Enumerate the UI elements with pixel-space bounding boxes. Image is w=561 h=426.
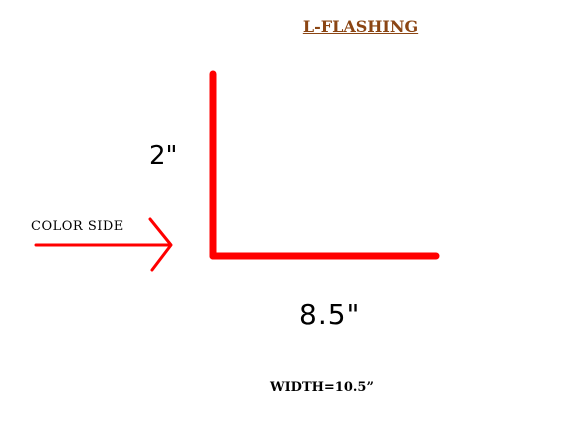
color-side-arrow: [34, 217, 173, 272]
arrow-head: [148, 217, 173, 272]
horizontal-dimension-label: 8.5": [299, 298, 361, 331]
color-side-label: COLOR SIDE: [31, 219, 124, 234]
vertical-dimension-label: 2": [149, 141, 178, 171]
diagram-title: L-FLASHING: [0, 17, 561, 36]
diagram-title-text: L-FLASHING: [302, 17, 419, 36]
flashing-profile: [209, 70, 440, 260]
total-width-label: WIDTH=10.5”: [270, 380, 374, 395]
